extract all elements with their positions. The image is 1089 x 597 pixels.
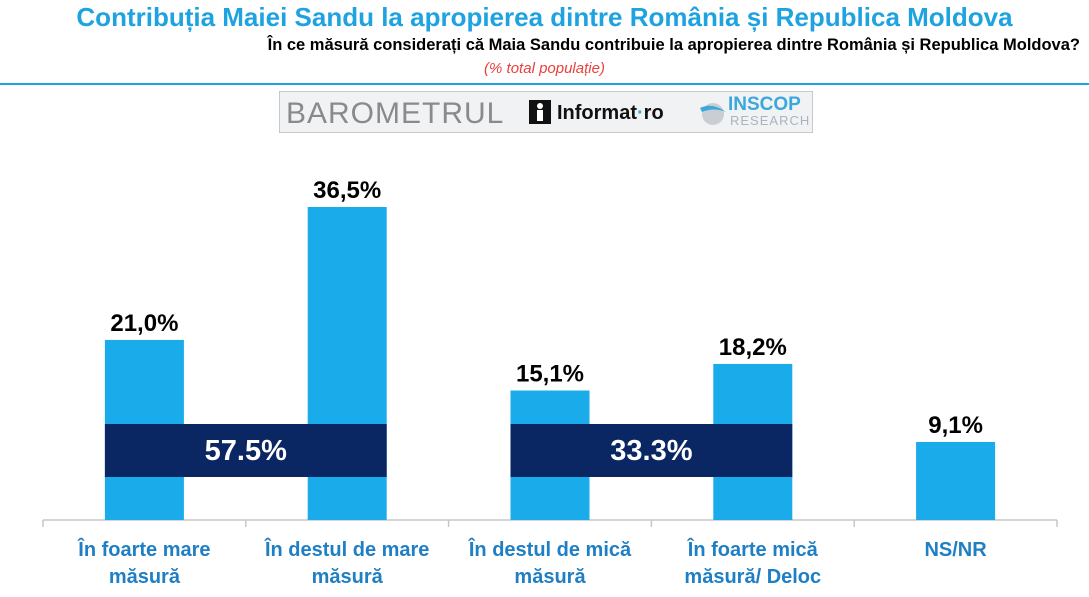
category-label: măsură [312, 566, 384, 588]
informat-wordmark: Informat·ro [557, 102, 664, 125]
category-label: măsură/ Deloc [684, 566, 821, 588]
category-label: NS/NR [924, 539, 987, 561]
value-labels-group: 21,0% 36,5% 15,1% 18,2% 9,1% [110, 177, 983, 439]
category-label: măsură [514, 566, 586, 588]
summary-label: 33.3% [610, 435, 692, 467]
summary-label: 57.5% [205, 435, 287, 467]
inscop-swoosh-icon [700, 103, 726, 125]
category-label: măsură [109, 566, 181, 588]
summary-bands-group: 57.5% 33.3% [104, 424, 793, 477]
value-label: 21,0% [110, 310, 178, 337]
informat-dot: · [637, 102, 644, 124]
category-labels-group: În foarte mare măsură În destul de mare măs… [77, 537, 987, 588]
informat-i-icon [529, 100, 551, 124]
category-label: În destul de mică [468, 537, 632, 561]
chart-title: Contribuția Maiei Sandu la apropierea di… [76, 2, 1013, 32]
x-axis-ticks [42, 520, 1058, 527]
barometrul-wordmark: BAROMETRUL [286, 97, 505, 130]
research-wordmark: RESEARCH [730, 113, 811, 128]
informat-main-text: Informat [557, 102, 637, 124]
header-divider [0, 83, 1089, 85]
inscop-wordmark: INSCOP [728, 94, 801, 115]
summary-band [104, 424, 387, 477]
category-label: În foarte mare [77, 537, 210, 561]
value-label: 36,5% [313, 177, 381, 204]
informat-tld: ro [643, 102, 664, 124]
category-label: În foarte mică [687, 537, 819, 561]
value-label: 18,2% [719, 334, 787, 361]
population-note: (% total populație) [484, 60, 605, 77]
sponsor-logo-banner: BAROMETRUL Informat·ro INSCOP RESEARCH [279, 91, 813, 133]
summary-band [510, 424, 793, 477]
bar [916, 441, 996, 520]
value-label: 15,1% [516, 361, 584, 388]
category-label: În destul de mare [264, 537, 430, 561]
survey-question: În ce măsură considerați că Maia Sandu c… [267, 36, 1080, 54]
value-label: 9,1% [928, 412, 983, 439]
